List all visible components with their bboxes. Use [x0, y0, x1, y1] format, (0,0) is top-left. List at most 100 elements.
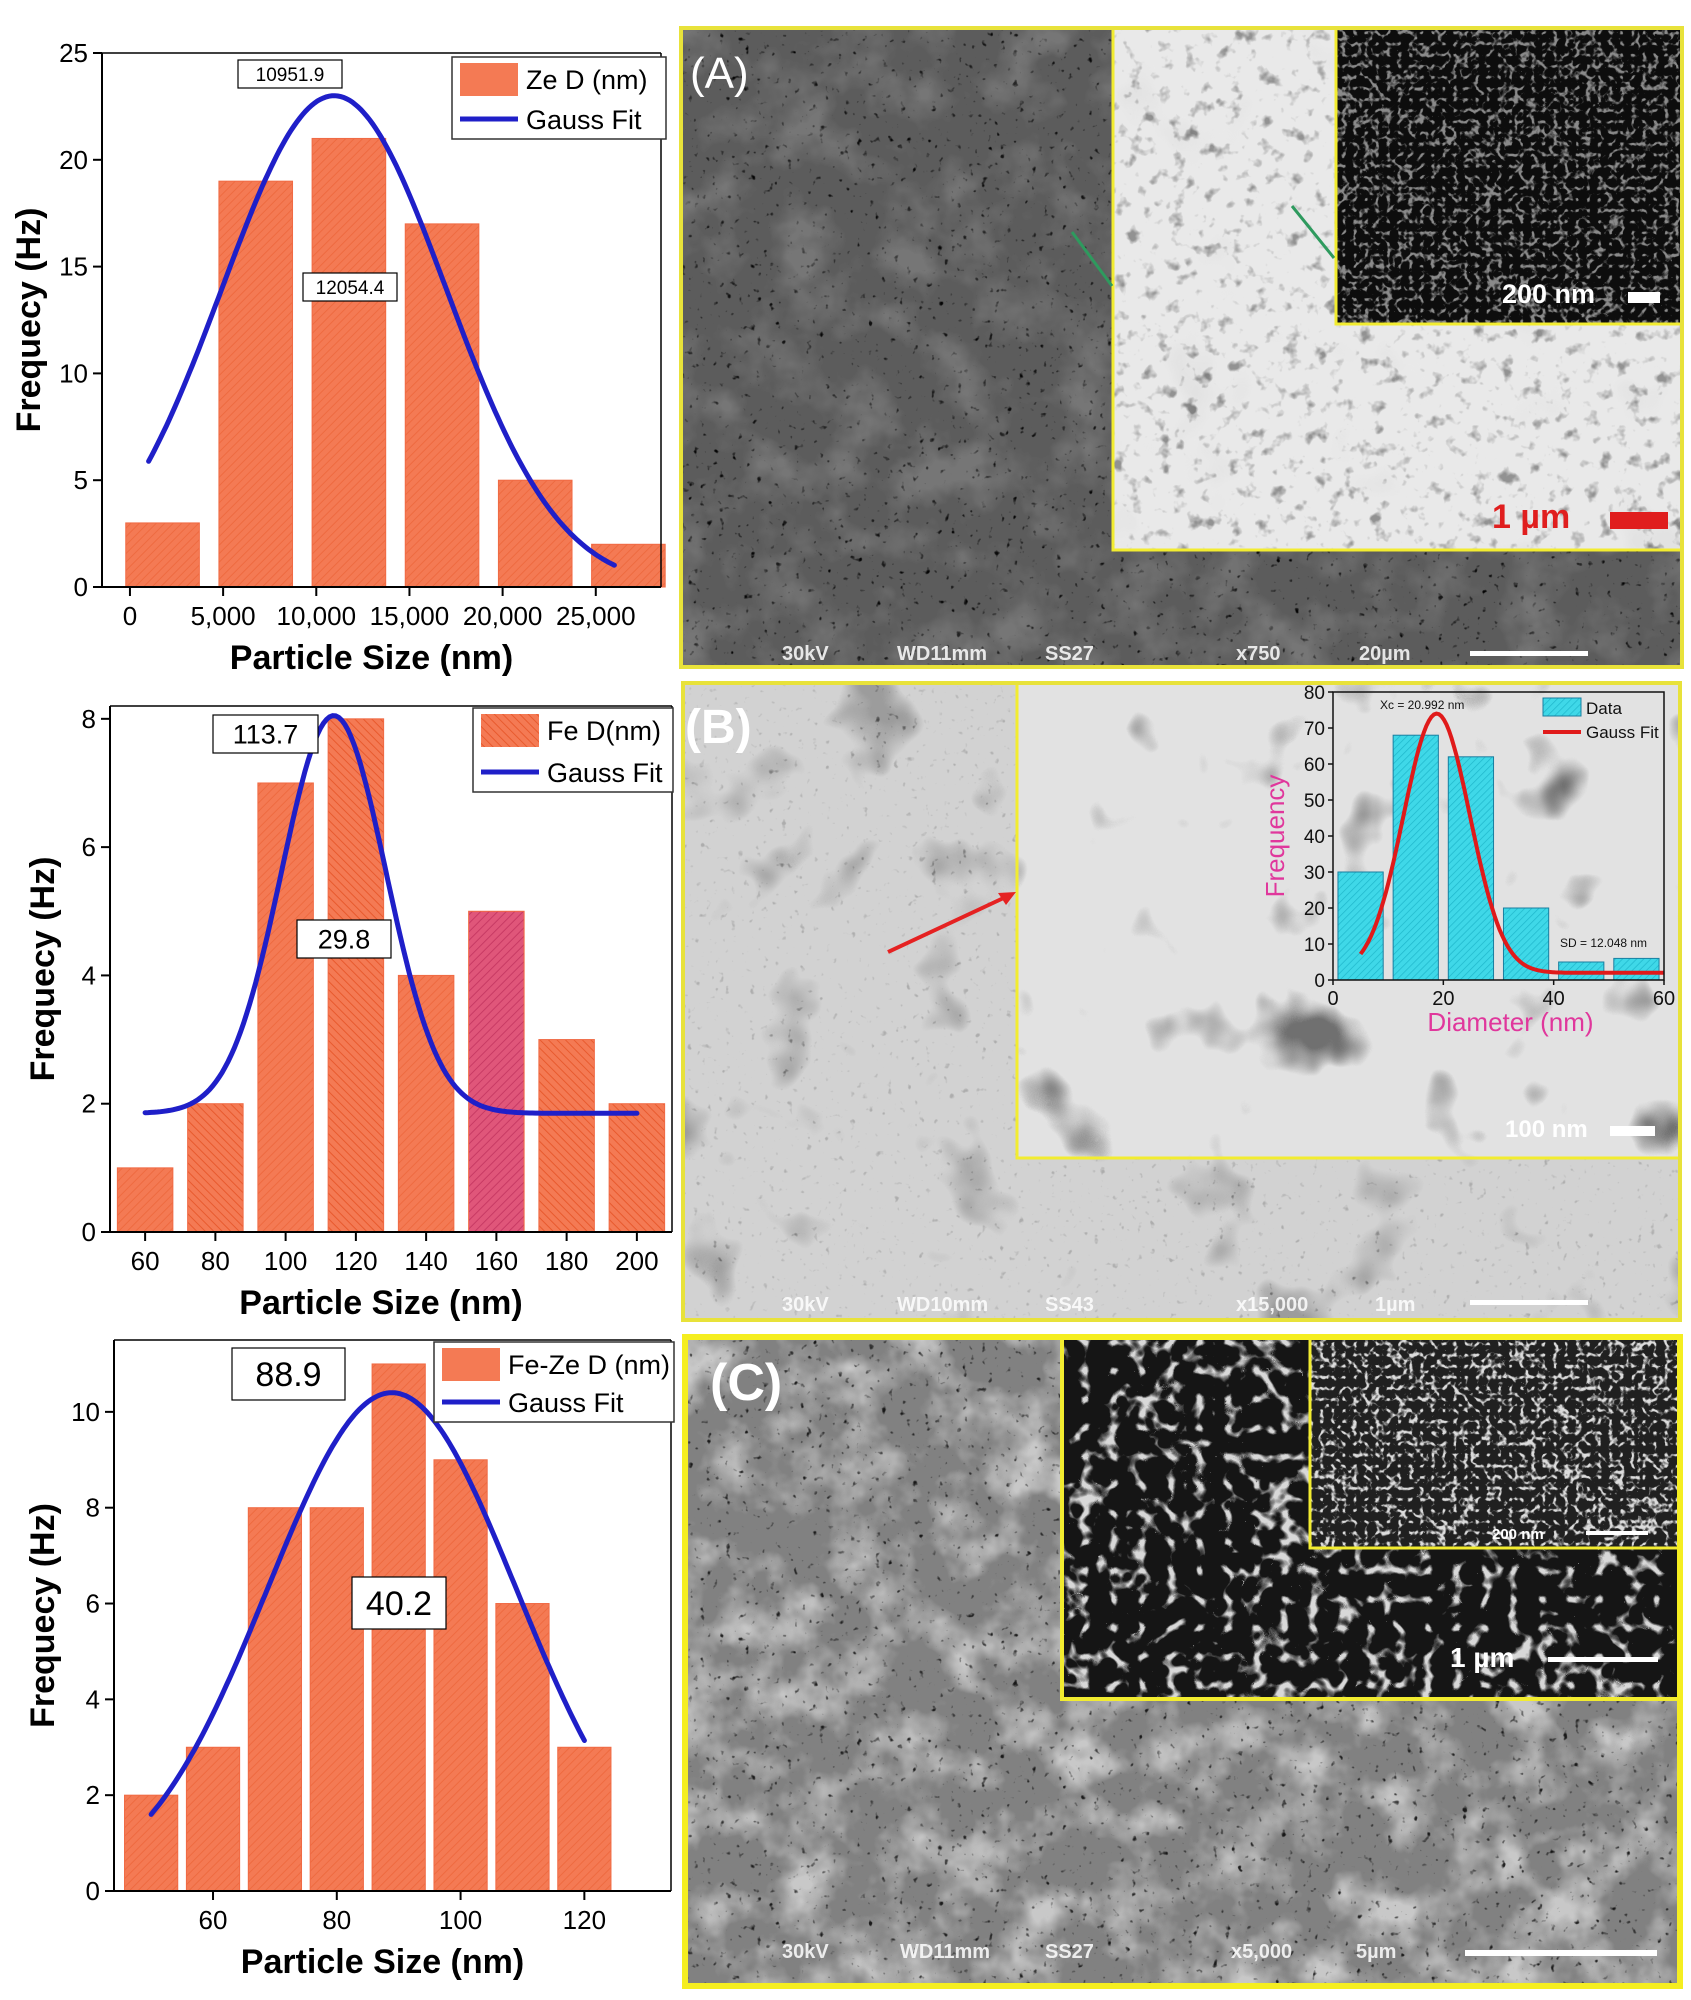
- sem-c-inset-scale-bar: [1548, 1657, 1658, 1662]
- y-tick-label: 20: [59, 145, 88, 175]
- gauss-fit-line: [148, 1390, 587, 1817]
- sem-b-ss: SS43: [1045, 1294, 1094, 1316]
- sem-a-inset-1-border: [1111, 28, 1682, 552]
- x-tick-label: 120: [334, 1246, 377, 1276]
- sem-c-inset-1-border: [1060, 1337, 1680, 1701]
- inset-x-tick-label: 60: [1653, 988, 1675, 1010]
- chart-fe-ze-size-distribution: 60 80 100 120 0 2 4 6 8 10 Particle Size (nm) Frequ…: [24, 1339, 675, 1981]
- x-tick-label: 5,000: [191, 601, 256, 631]
- inset-legend-bar-label: Data: [1586, 699, 1622, 718]
- y-axis-label: Frequecy (Hz): [10, 208, 48, 433]
- arrow-green-2: [1290, 205, 1336, 259]
- x-tick-label: 60: [131, 1246, 160, 1276]
- gauss-fit-line: [142, 713, 640, 1116]
- annotation-text: 29.8: [318, 925, 371, 955]
- sem-b-mag: x15,000: [1236, 1294, 1308, 1316]
- bar-180: [538, 1039, 595, 1233]
- sem-a-ss: SS27: [1045, 643, 1094, 665]
- x-tick-label: 0: [123, 601, 137, 631]
- bar-5,000: [218, 180, 294, 588]
- inset-legend-bar-swatch: [1542, 697, 1582, 717]
- y-tick-label: 15: [59, 252, 88, 282]
- sem-c-inset-2-scale-bar: [1586, 1531, 1648, 1535]
- x-tick-label: 15,000: [370, 601, 450, 631]
- legend-line-label: Gauss Fit: [526, 105, 642, 135]
- y-tick-label: 6: [86, 1589, 100, 1619]
- y-tick-label: 0: [74, 572, 88, 602]
- legend: Fe-Ze D (nm) Gauss Fit: [433, 1341, 675, 1423]
- x-tick-label: 160: [475, 1246, 518, 1276]
- arrow-red: [887, 893, 1011, 954]
- sem-panel-c: 200 nm 1 µm 30kV WD11mm SS27 x5,000 5µm …: [682, 1334, 1683, 1989]
- sem-b-scale-bar: [1470, 1300, 1588, 1305]
- annotation-box: [237, 59, 343, 89]
- y-tick-label: 4: [86, 1684, 100, 1714]
- inset-annotation-xc: Xc = 20.992 nm: [1380, 698, 1464, 712]
- annotation-box: [302, 272, 398, 302]
- inset-y-tick-label: 10: [1304, 935, 1325, 956]
- sem-c-wd: WD11mm: [900, 1941, 990, 1963]
- inset-x-tick-label: 20: [1432, 988, 1454, 1010]
- x-tick-label: 200: [615, 1246, 658, 1276]
- inset-y-tick-label: 80: [1304, 683, 1325, 704]
- sem-c-inset-scale-text: 1 µm: [1450, 1642, 1514, 1673]
- y-tick-label: 6: [82, 832, 96, 862]
- sem-a-wd: WD11mm: [897, 643, 987, 665]
- x-tick-label: 120: [563, 1905, 606, 1935]
- bar-50: [124, 1794, 179, 1892]
- sem-a-kv: 30kV: [782, 643, 829, 665]
- annotation-box: [296, 919, 392, 959]
- inset-x-tick-label: 0: [1327, 988, 1338, 1010]
- sem-a-inset-2-scale-text: 200 nm: [1502, 279, 1595, 309]
- inset-annotation-sd: SD = 12.048 nm: [1560, 936, 1647, 950]
- annotation-text: 40.2: [366, 1585, 432, 1623]
- sem-panel-a: 30kV WD11mm SS27 x750 20µm (A) 1 µm 200 …: [679, 26, 1684, 669]
- sem-c-border: [682, 1334, 1683, 1989]
- sem-c-mag: x5,000: [1231, 1941, 1292, 1963]
- chart-fe-size-distribution: 60 80 100 120 140 160 180 200 0 2 4 6 8 Particle Size…: [24, 704, 674, 1322]
- sem-c-inset-2-scale-text: 200 nm: [1492, 1526, 1544, 1543]
- inset-y-tick-label: 60: [1304, 755, 1325, 776]
- legend-line-label: Gauss Fit: [547, 758, 663, 788]
- bar-20,000: [497, 479, 573, 588]
- legend: Ze D (nm) Gauss Fit: [451, 56, 667, 140]
- sem-b-inset-scale-text: 100 nm: [1505, 1116, 1588, 1143]
- x-tick-label: 80: [201, 1246, 230, 1276]
- sem-b-scale: 1µm: [1375, 1294, 1415, 1316]
- x-axis-label: Particle Size (nm): [241, 1943, 524, 1981]
- sem-a-inset-scale-bar: [1610, 512, 1668, 529]
- x-tick-label: 140: [404, 1246, 447, 1276]
- x-tick-label: 10,000: [277, 601, 357, 631]
- inset-y-tick-label: 0: [1314, 971, 1325, 992]
- sem-c-label: (C): [710, 1354, 782, 1412]
- annotation-box: [231, 1347, 346, 1401]
- x-tick-label: 100: [439, 1905, 482, 1935]
- sem-c-scale: 5µm: [1356, 1941, 1396, 1963]
- bar-60: [116, 1167, 174, 1233]
- sem-panel-b: 0 20 40 60 0 10 20 30 40 50 60 70 80 Diameter (nm) Fre…: [681, 681, 1682, 1322]
- sem-b-border: [681, 681, 1682, 1322]
- arrow-green-1: [1070, 231, 1114, 287]
- bar-80: [309, 1507, 364, 1892]
- sem-c-kv: 30kV: [782, 1941, 829, 1963]
- sem-a-inset-2-border: [1334, 28, 1682, 326]
- bar-60: [185, 1746, 241, 1892]
- legend-box: [433, 1341, 675, 1423]
- y-tick-label: 4: [82, 960, 96, 990]
- y-axis-label: Frequecy (Hz): [24, 857, 62, 1082]
- bar-80: [187, 1103, 244, 1233]
- inset-gauss-fit-line: [1358, 711, 1664, 975]
- x-tick-label: 25,000: [556, 601, 636, 631]
- inset-bar-15: [1392, 734, 1439, 981]
- chart-ze-size-distribution: 0 5,000 10,000 15,000 20,000 25,000 0 5 10 15 20 25…: [10, 38, 667, 677]
- sem-b-label: (B): [685, 701, 752, 754]
- bar-120: [327, 718, 385, 1233]
- x-tick-label: 60: [199, 1905, 228, 1935]
- sem-b-kv: 30kV: [782, 1294, 829, 1316]
- y-tick-label: 10: [71, 1397, 100, 1427]
- x-tick-label: 100: [264, 1246, 307, 1276]
- bar-100: [433, 1459, 488, 1892]
- inset-y-tick-label: 30: [1304, 863, 1325, 884]
- annotation-box: [351, 1576, 447, 1630]
